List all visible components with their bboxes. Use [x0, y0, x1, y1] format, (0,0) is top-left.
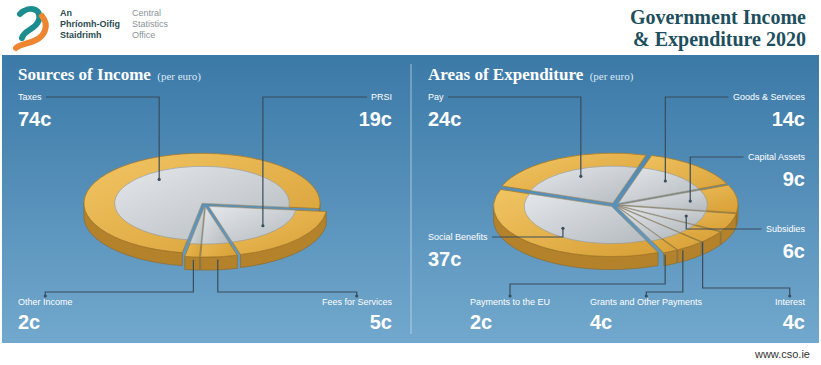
leader-line: [46, 97, 159, 179]
slice-edge: [185, 256, 200, 270]
slice-rim: [617, 207, 677, 253]
slice: [618, 207, 701, 263]
leader-line: [45, 260, 193, 296]
org-irish-line: Staidrimh: [60, 30, 102, 40]
category-label: Taxes: [18, 92, 42, 102]
value-label: 74c: [18, 108, 51, 130]
value-label: 24c: [428, 108, 461, 130]
pie-chart: Areas of Expenditure (per euro) Pay 24c Good…: [428, 65, 805, 333]
panel-bg: [2, 55, 819, 343]
slice: [617, 207, 677, 266]
value-label: 9c: [783, 168, 805, 190]
leader-line: [690, 157, 743, 201]
org-english-line: Central: [132, 8, 161, 18]
org-english-line: Statistics: [132, 19, 169, 29]
chart-subtitle: (per euro): [590, 70, 634, 83]
leader-dot: [664, 179, 667, 182]
title-line: & Expenditure 2020: [633, 28, 806, 51]
footer-url: www.cso.ie: [754, 348, 810, 360]
org-irish-line: Phríomh-Oifig: [60, 19, 120, 29]
slice-center: [190, 207, 205, 244]
leader-dot: [44, 294, 47, 297]
chart-subtitle: (per euro): [157, 70, 201, 83]
slice: [494, 189, 658, 269]
org-irish: AnPhríomh-OifigStaidrimh: [60, 8, 120, 40]
org-irish-line: An: [60, 8, 72, 18]
leader-dot: [685, 214, 688, 217]
header-bg: [0, 0, 821, 55]
chart-title: Sources of Income: [18, 65, 151, 84]
logo-mark: [20, 9, 39, 38]
leader-dot: [689, 199, 692, 202]
coin: [84, 153, 326, 270]
category-label: Other Income: [18, 297, 73, 307]
coin: [494, 153, 738, 269]
category-label: Goods & Services: [733, 92, 806, 102]
slice-rim: [185, 207, 205, 257]
slice-center: [617, 207, 661, 241]
divider: [411, 64, 412, 334]
category-label: PRSI: [371, 92, 392, 102]
infographic: AnPhríomh-OifigStaidrimh CentralStatistic…: [0, 0, 821, 365]
category-label: Social Benefits: [428, 232, 488, 242]
slice: [201, 207, 238, 270]
category-label: Pay: [428, 92, 444, 102]
labels: Taxes 74c PRSI 19c Fees for Services 5c Other …: [18, 92, 392, 333]
leader-line: [686, 216, 761, 229]
category-label: Capital Assets: [748, 152, 806, 162]
value-label: 19c: [359, 108, 392, 130]
value-label: 6c: [783, 240, 805, 262]
leader-line: [510, 255, 665, 296]
title: Government Income& Expenditure 2020: [630, 6, 806, 51]
value-label: 5c: [370, 311, 392, 333]
title-line: Government Income: [630, 6, 806, 28]
category-label: Interest: [775, 297, 806, 307]
slice-center: [524, 194, 646, 244]
pie-chart: Sources of Income (per euro) Taxes 74c PRSI 1…: [18, 65, 392, 333]
org-english-line: Office: [132, 30, 155, 40]
logo: [16, 9, 46, 48]
leader-dot: [355, 294, 358, 297]
slice-rim: [201, 207, 238, 257]
leader-line: [263, 97, 367, 226]
value-label: 2c: [18, 311, 40, 333]
leader-dot: [158, 178, 161, 181]
labels: Pay 24c Goods & Services 14c Capital Assets 9…: [428, 92, 805, 333]
leader-line: [665, 97, 728, 181]
chart-title: Areas of Expenditure: [428, 65, 584, 84]
leader-dot: [561, 227, 564, 230]
leader-dot: [645, 294, 648, 297]
value-label: 37c: [428, 248, 461, 270]
leader-line: [448, 97, 581, 176]
org-english: CentralStatisticsOffice: [132, 8, 169, 40]
leader-dot: [508, 294, 511, 297]
leader-line: [218, 260, 357, 296]
value-label: 14c: [772, 108, 805, 130]
leader-dot: [579, 175, 582, 178]
category-label: Subsidies: [766, 224, 806, 234]
value-label: 4c: [783, 311, 805, 333]
leader-line: [703, 242, 790, 296]
leader-dot: [261, 224, 264, 227]
logo-mark: [16, 16, 46, 48]
category-label: Fees for Services: [322, 297, 393, 307]
leader-dot: [788, 294, 791, 297]
slice-center: [202, 207, 229, 244]
value-label: 4c: [590, 311, 612, 333]
slice: [185, 207, 205, 270]
category-label: Grants and Other Payments: [590, 297, 703, 307]
category-label: Payments to the EU: [470, 297, 550, 307]
leader-line: [492, 228, 563, 237]
value-label: 2c: [470, 311, 492, 333]
